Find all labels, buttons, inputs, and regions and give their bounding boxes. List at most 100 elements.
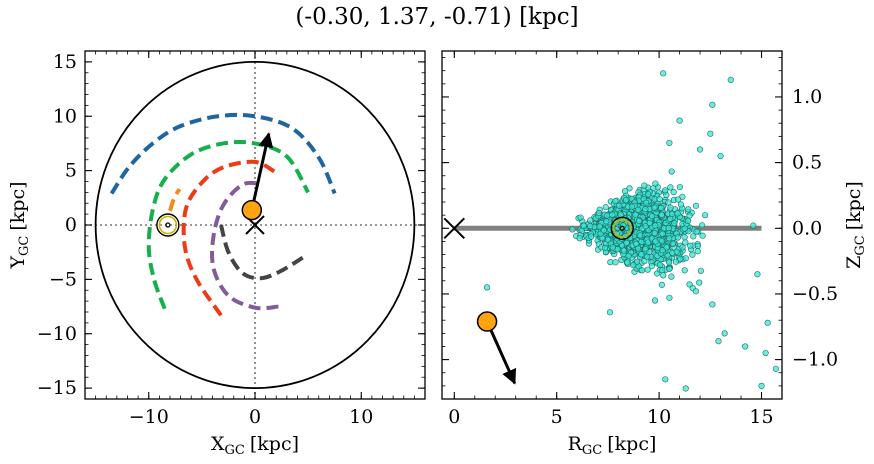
spiral-arm [168, 188, 182, 212]
star-point [674, 196, 682, 203]
star-point [651, 204, 658, 211]
star-point [612, 259, 619, 266]
star-point [665, 225, 672, 232]
star-point [651, 297, 659, 304]
star-point [600, 227, 607, 234]
star-point [624, 259, 631, 266]
star-point [635, 217, 643, 225]
star-point [667, 204, 674, 211]
star-point [660, 70, 667, 77]
left-xtick-label: −10 [129, 406, 169, 428]
star-point [679, 193, 686, 200]
star-point [607, 259, 614, 266]
star-point [630, 262, 637, 269]
star-point [750, 222, 757, 229]
star-point [635, 206, 642, 213]
star-point [694, 248, 701, 255]
star-point [692, 288, 700, 295]
star-point [642, 245, 649, 253]
object-position-marker [476, 311, 498, 332]
star-point [662, 376, 669, 383]
right-ytick-label: −0.5 [792, 283, 838, 305]
sun-center-dot [165, 222, 171, 228]
star-point [676, 117, 683, 124]
star-point [668, 273, 675, 280]
star-point [622, 196, 630, 204]
star-point [697, 267, 704, 274]
star-point [693, 228, 700, 235]
star-point [657, 261, 664, 269]
star-point [646, 219, 653, 227]
star-point [638, 251, 645, 258]
star-point [634, 245, 642, 252]
object-position-marker [241, 199, 263, 221]
star-point [644, 239, 652, 246]
star-point [595, 209, 603, 217]
left-ytick-label: −10 [37, 323, 77, 345]
star-point [588, 233, 595, 240]
right-xtick-label: 0 [448, 406, 460, 428]
star-point [667, 184, 674, 191]
star-point [758, 382, 765, 389]
star-point [699, 232, 706, 239]
star-point [609, 211, 616, 218]
star-point [727, 76, 734, 83]
star-point [682, 255, 689, 262]
star-point [762, 349, 769, 357]
right-ytick-label: 0.0 [792, 217, 822, 239]
star-point [656, 196, 663, 203]
star-point [620, 222, 627, 229]
left-ytick-label: 10 [53, 105, 77, 127]
star-point [709, 301, 716, 308]
star-point [620, 247, 628, 254]
spiral-arm [181, 159, 278, 317]
sun-outer-ring [610, 216, 634, 240]
star-point [666, 235, 673, 242]
star-point [660, 272, 667, 279]
sun-middle-ring [158, 215, 178, 235]
star-point [623, 239, 630, 247]
star-point [658, 281, 665, 288]
star-point [668, 168, 675, 175]
star-point [658, 211, 665, 219]
star-point [666, 259, 673, 266]
star-point [587, 217, 594, 224]
left-ytick-label: 15 [53, 51, 77, 73]
star-point [742, 343, 749, 350]
rz-panel: 0 5 10 15 −1.0 −0.5 0.0 0.5 1.0 RGC [kpc] ZGC[kpc… [441, 50, 868, 458]
star-point [644, 253, 651, 260]
right-axes-frame [441, 50, 783, 400]
star-point [674, 210, 681, 217]
left-ytick-label: 0 [65, 214, 77, 236]
star-point [577, 214, 584, 221]
star-point [612, 198, 619, 205]
star-scatter [483, 70, 779, 399]
star-point [709, 101, 716, 108]
star-point [606, 309, 614, 316]
star-point [671, 220, 678, 227]
star-point [652, 180, 659, 187]
star-point [641, 258, 648, 265]
star-point [681, 225, 688, 232]
star-point [616, 202, 623, 209]
star-point [641, 182, 648, 189]
star-point [670, 189, 677, 196]
star-point [707, 130, 714, 137]
star-point [645, 191, 652, 198]
star-point [617, 211, 624, 218]
star-point [665, 199, 672, 206]
galaxy-boundary-circle [94, 60, 416, 390]
star-point [694, 242, 701, 249]
star-point [696, 279, 703, 286]
star-point [632, 211, 639, 218]
star-point [681, 267, 688, 274]
left-xtick-label: 10 [349, 406, 373, 428]
star-point [686, 212, 693, 219]
right-x-axis-label: RGC [kpc] [568, 433, 657, 458]
left-ytick-label: −15 [37, 377, 77, 399]
star-point [682, 385, 689, 392]
right-xtick-label: 10 [647, 406, 671, 428]
star-point [659, 230, 666, 237]
star-point [648, 263, 655, 270]
star-point [634, 258, 641, 265]
